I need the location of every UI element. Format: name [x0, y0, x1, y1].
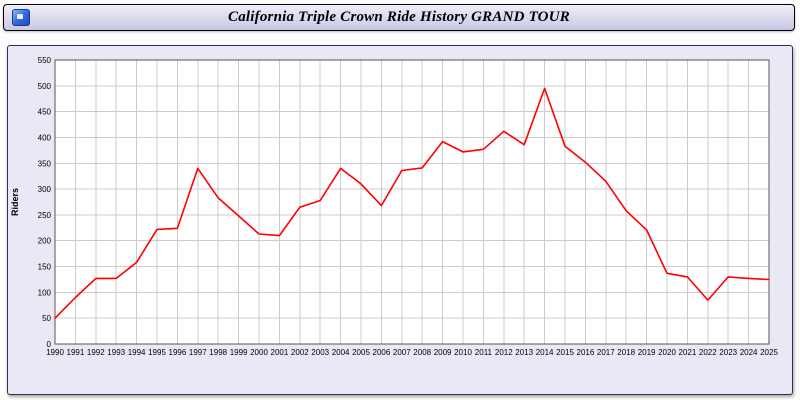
svg-text:2021: 2021: [679, 348, 697, 357]
svg-text:1998: 1998: [209, 348, 227, 357]
svg-text:350: 350: [38, 159, 52, 168]
svg-text:2023: 2023: [719, 348, 737, 357]
svg-text:2002: 2002: [291, 348, 309, 357]
svg-text:2004: 2004: [332, 348, 350, 357]
svg-text:1999: 1999: [230, 348, 248, 357]
svg-text:2012: 2012: [495, 348, 513, 357]
app-icon-glyph: [17, 14, 23, 19]
svg-text:2010: 2010: [454, 348, 472, 357]
svg-text:1995: 1995: [148, 348, 166, 357]
svg-text:1997: 1997: [189, 348, 207, 357]
app-icon[interactable]: [12, 9, 30, 26]
chart-title: California Triple Crown Ride History GRA…: [228, 9, 570, 25]
svg-text:1992: 1992: [87, 348, 105, 357]
svg-text:2000: 2000: [250, 348, 268, 357]
svg-text:1996: 1996: [169, 348, 187, 357]
svg-text:550: 550: [38, 56, 52, 65]
svg-text:250: 250: [38, 211, 52, 220]
svg-text:1993: 1993: [107, 348, 125, 357]
svg-text:2009: 2009: [434, 348, 452, 357]
svg-text:450: 450: [38, 108, 52, 117]
svg-text:2022: 2022: [699, 348, 717, 357]
svg-text:2011: 2011: [475, 348, 493, 357]
svg-text:2017: 2017: [597, 348, 615, 357]
svg-text:2024: 2024: [740, 348, 758, 357]
svg-text:2019: 2019: [638, 348, 656, 357]
svg-text:1991: 1991: [67, 348, 85, 357]
svg-text:400: 400: [38, 134, 52, 143]
svg-text:2001: 2001: [271, 348, 289, 357]
svg-text:Riders: Riders: [10, 188, 20, 216]
svg-text:2006: 2006: [373, 348, 391, 357]
svg-text:150: 150: [38, 263, 52, 272]
svg-text:0: 0: [47, 340, 52, 349]
svg-text:200: 200: [38, 237, 52, 246]
title-bar: California Triple Crown Ride History GRA…: [3, 4, 795, 31]
svg-text:500: 500: [38, 82, 52, 91]
svg-text:2025: 2025: [760, 348, 778, 357]
svg-text:300: 300: [38, 185, 52, 194]
svg-text:2003: 2003: [311, 348, 329, 357]
chart-panel: 1990 1991 1992 1993 1994 1995 1996 1997 1998 1999…: [7, 45, 793, 395]
svg-text:2008: 2008: [413, 348, 431, 357]
svg-text:2015: 2015: [556, 348, 574, 357]
line-chart: 1990 1991 1992 1993 1994 1995 1996 1997 1998 1999…: [10, 56, 778, 357]
svg-text:2014: 2014: [536, 348, 554, 357]
svg-text:2020: 2020: [658, 348, 676, 357]
svg-text:100: 100: [38, 288, 52, 297]
svg-text:50: 50: [42, 314, 51, 323]
svg-text:2016: 2016: [577, 348, 595, 357]
svg-text:1990: 1990: [46, 348, 64, 357]
svg-text:2013: 2013: [515, 348, 533, 357]
svg-text:2007: 2007: [393, 348, 411, 357]
svg-text:1994: 1994: [128, 348, 146, 357]
svg-text:2005: 2005: [352, 348, 370, 357]
svg-text:2018: 2018: [617, 348, 635, 357]
